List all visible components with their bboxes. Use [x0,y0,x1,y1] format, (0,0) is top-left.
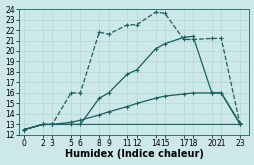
X-axis label: Humidex (Indice chaleur): Humidex (Indice chaleur) [65,149,203,159]
